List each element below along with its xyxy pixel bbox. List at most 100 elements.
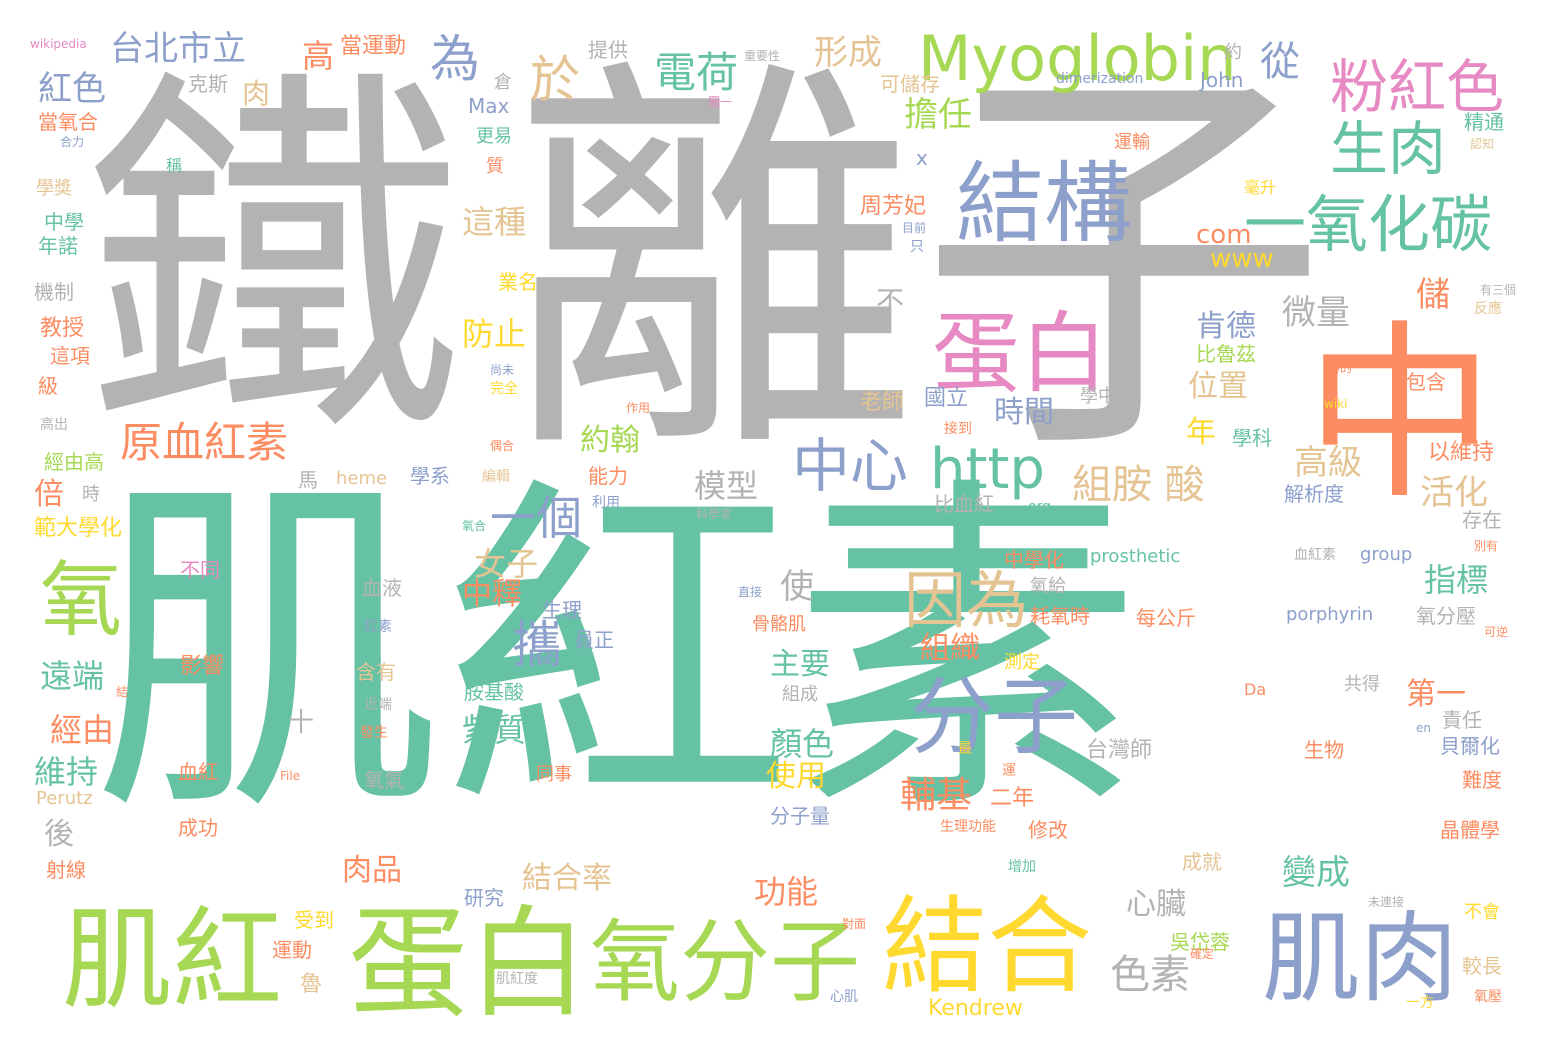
word-most: 最 (958, 741, 972, 757)
word-pigment: 色素 (1110, 952, 1190, 998)
word-first: 第一 (1406, 677, 1466, 712)
word-http: http (930, 437, 1045, 502)
word-in-school: 學中 (1080, 386, 1116, 407)
word-heme-zh: 紅素 (364, 619, 392, 635)
word-heart: 心臟 (1126, 887, 1186, 922)
word-exist: 存在 (1462, 508, 1502, 532)
word-will-not: 不會 (1464, 902, 1500, 923)
word-histidine: 組胺 酸 (1072, 462, 1205, 508)
word-after: 後 (44, 817, 74, 852)
word-advanced: 高級 (1294, 443, 1362, 483)
word-provide: 提供 (588, 38, 628, 62)
word-longer: 較長 (1462, 954, 1502, 978)
word-called: 稱 (166, 156, 183, 175)
word-file: File (280, 769, 301, 783)
word-year-promise: 年諾 (38, 234, 78, 258)
word-edit: 編輯 (482, 469, 510, 485)
word-than-hemo: 比血紅 (934, 492, 994, 516)
word-john-zh: 約翰 (580, 423, 640, 458)
word-this-item: 這項 (50, 344, 90, 368)
word-danbai-green: 蛋白 (348, 895, 588, 1034)
word-master: 精通 (1464, 110, 1504, 134)
word-department: 學系 (410, 464, 450, 488)
word-lu: 魯 (300, 972, 323, 997)
word-quality: 質 (486, 156, 504, 177)
word-oxygen-gas: 氧氣 (364, 768, 404, 792)
word-scientist: 科學家 (696, 507, 733, 521)
word-different: 不同 (180, 558, 220, 582)
word-grade: 級 (38, 374, 58, 398)
word-physio-function: 生理功能 (940, 819, 996, 835)
word-danbai-pink: 蛋白 (932, 302, 1109, 405)
word-en: en (1416, 721, 1431, 735)
word-serve: 擔任 (904, 95, 972, 135)
word-knot: 結 (116, 685, 129, 699)
word-myoglobin-degree: 肌紅度 (496, 971, 538, 987)
word-www: www (1210, 244, 1274, 274)
word-direct: 直接 (738, 585, 763, 599)
word-confirm: 確定 (1190, 947, 1215, 961)
word-receive-2: 接到 (944, 421, 972, 437)
word-blood: 血液 (362, 576, 402, 600)
word-compose: 組成 (782, 684, 818, 705)
word-modify: 修改 (1028, 818, 1068, 842)
word-utilize: 利用 (592, 495, 620, 511)
word-three: 有三個 (1480, 283, 1517, 297)
word-group: group (1360, 544, 1413, 565)
word-not-yet: 尚未 (490, 363, 515, 377)
word-raw-meat: 生肉 (1330, 115, 1447, 183)
word-research: 研究 (464, 886, 504, 910)
word-reaction: 反應 (1474, 301, 1502, 317)
word-measure: 測定 (1004, 652, 1040, 673)
word-subject: 學科 (1232, 426, 1272, 450)
word-higher: 高出 (40, 417, 68, 433)
word-skeletal-muscle: 骨骼肌 (752, 614, 806, 635)
word-oxygen-molecule: 氧分子 (590, 910, 860, 1015)
word-exercise: 當運動 (340, 34, 407, 59)
word-increase: 增加 (1008, 859, 1036, 875)
word-transport: 運輸 (1114, 132, 1150, 153)
word-yu: 於 (530, 51, 580, 109)
word-via: 經由 (50, 711, 115, 749)
word-meat: 肉 (242, 77, 271, 110)
word-max: Max (468, 94, 510, 118)
word-activate: 活化 (1420, 473, 1488, 513)
word-trace: 微量 (1282, 293, 1350, 333)
word-function: 功能 (754, 873, 819, 911)
word-receive: 受到 (294, 908, 334, 932)
word-molecule: 分子 (910, 668, 1079, 766)
word-reversible: 可逆 (1484, 625, 1509, 639)
word-jihong: 肌紅 (62, 896, 282, 1024)
word-success: 成功 (178, 816, 218, 840)
word-molecular-weight: 分子量 (770, 804, 830, 828)
word-release: 中釋 (462, 577, 522, 612)
word-complete: 完全 (490, 381, 518, 397)
word-easier: 更易 (476, 126, 512, 147)
word-perutz-zh: 比魯茲 (1196, 342, 1256, 366)
word-porphyrin: porphyrin (1286, 604, 1374, 625)
word-kendrew: Kendrew (928, 996, 1023, 1021)
word-only: 只 (910, 239, 924, 255)
word-charge: 電荷 (654, 48, 739, 97)
word-resolution: 解析度 (1284, 482, 1344, 506)
word-taiwan-normal: 台灣師 (1086, 738, 1153, 763)
word-amino-acid: 胺基酸 (464, 680, 524, 704)
word-responsibility: 責任 (1442, 708, 1482, 732)
word-time: 時間 (994, 395, 1054, 430)
word-can-store: 可儲存 (880, 72, 940, 96)
word-times: 倍 (34, 477, 64, 512)
word-indicator: 指標 (1424, 561, 1489, 599)
word-oxygen-bind: 氧合 (462, 519, 487, 533)
word-ion: 離子 (508, 26, 1328, 504)
word-hemo-red: 血紅 (178, 760, 218, 784)
word-ability: 能力 (588, 464, 628, 488)
word-normal-univ: 範大學化 (34, 516, 123, 541)
word-effect: 作用 (626, 401, 651, 415)
word-one-side: 一方 (1406, 995, 1434, 1011)
word-maintain-2: 維持 (34, 753, 99, 791)
word-prize: 學獎 (36, 178, 72, 199)
word-pink: 粉紅色 (1330, 53, 1505, 121)
word-myocardium: 心肌 (830, 989, 858, 1005)
word-red: 紅色 (38, 69, 106, 109)
word-rays: 射線 (46, 858, 86, 882)
